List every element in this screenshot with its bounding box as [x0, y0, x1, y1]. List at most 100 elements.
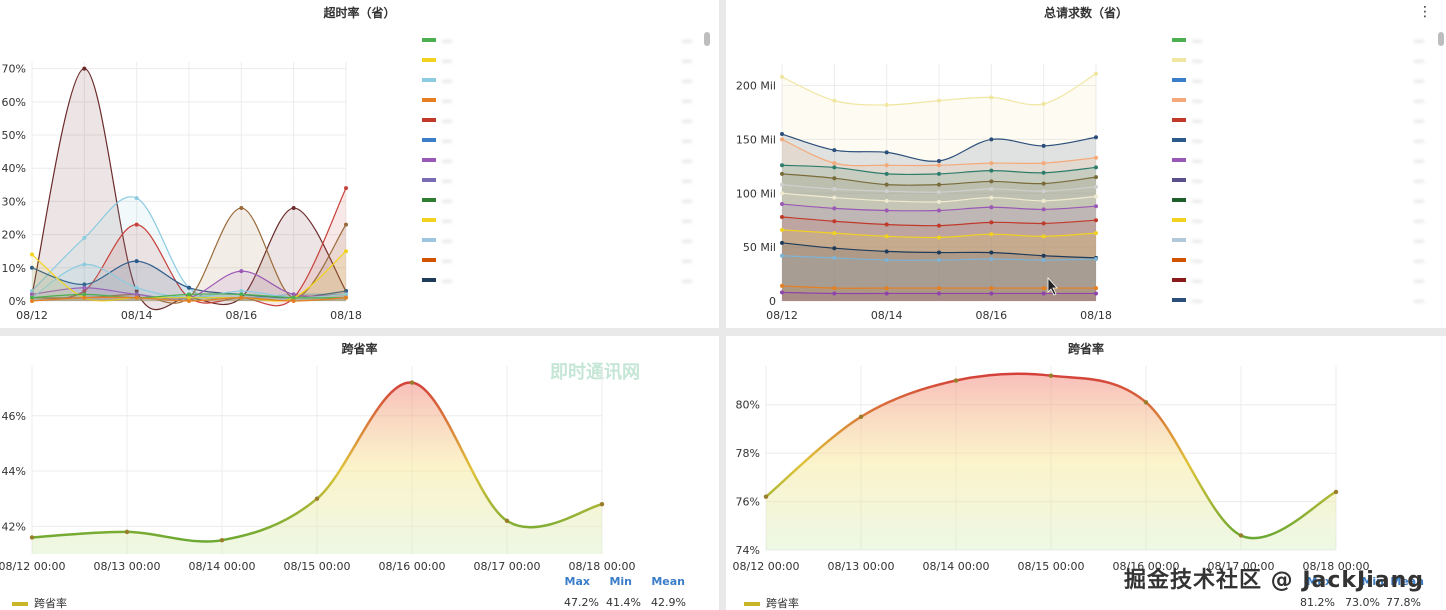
data-point	[937, 163, 941, 168]
data-point	[30, 252, 34, 257]
series-area	[32, 271, 346, 301]
legend-item[interactable]: ……	[420, 272, 692, 292]
x-tick-label: 08/12	[16, 309, 48, 322]
legend-item[interactable]: ……	[420, 172, 692, 192]
legend-value: …	[1414, 194, 1424, 205]
y-tick-label: 50%	[2, 129, 26, 142]
legend-value: …	[1414, 174, 1424, 185]
series-area	[766, 373, 1336, 550]
legend-item[interactable]: ……	[1170, 272, 1424, 292]
y-tick-label: 20%	[2, 229, 26, 242]
timeout-rate-legend[interactable]: ……………………………………………………………………	[420, 32, 692, 304]
y-tick-label: 60%	[2, 96, 26, 109]
y-tick-label: 30%	[2, 195, 26, 208]
legend-label: …	[1192, 294, 1202, 305]
data-point	[937, 286, 941, 291]
series-area	[32, 382, 602, 554]
legend-item[interactable]: ……	[420, 152, 692, 172]
cross-province-rate-chart-1[interactable]: 42% 44% 46% 08/12 00:00 08/13 00:00 08/14 00:…	[0, 336, 719, 610]
legend-item[interactable]: ……	[420, 132, 692, 152]
x-tick-label: 08/16 00:00	[379, 560, 446, 573]
legend-item[interactable]: ……	[420, 252, 692, 272]
timeout-rate-chart[interactable]: 0% 10% 20% 30% 40% 50% 60% 70% 08/12 08/14 08/16 08…	[0, 0, 719, 328]
data-point	[937, 199, 941, 204]
legend-scrollbar[interactable]	[704, 32, 710, 46]
series-swatch	[12, 602, 28, 606]
data-point	[1094, 175, 1098, 180]
data-point	[937, 182, 941, 187]
data-point	[239, 289, 244, 294]
legend-item[interactable]: ……	[1170, 172, 1424, 192]
x-tick-label: 08/14	[871, 309, 903, 322]
data-point	[780, 137, 784, 142]
legend-label: …	[442, 274, 452, 285]
legend-item[interactable]: ……	[1170, 232, 1424, 252]
data-point	[832, 161, 837, 166]
legend-item[interactable]: ……	[420, 92, 692, 112]
legend-item[interactable]: ……	[1170, 192, 1424, 212]
mouse-cursor-icon	[1047, 276, 1058, 296]
data-point	[30, 295, 34, 300]
data-point	[937, 258, 941, 263]
legend-value: …	[682, 274, 692, 285]
legend-item[interactable]: ……	[1170, 112, 1424, 132]
more-menu-icon[interactable]: ⋮	[1418, 4, 1432, 20]
legend-label: …	[442, 54, 452, 65]
series-legend[interactable]: 跨省率	[12, 595, 67, 610]
data-point	[344, 186, 348, 191]
data-point	[1143, 400, 1149, 405]
series-area	[32, 297, 346, 301]
y-tick-label: 100 Mil	[736, 187, 776, 200]
data-point	[832, 98, 837, 103]
data-point	[239, 269, 244, 274]
data-point	[344, 249, 348, 254]
data-point	[1094, 204, 1098, 209]
data-point	[884, 291, 889, 296]
series-legend[interactable]: 跨省率	[744, 595, 799, 610]
legend-swatch	[1172, 238, 1186, 242]
legend-scrollbar[interactable]	[1438, 32, 1444, 46]
data-point	[134, 289, 139, 294]
legend-item[interactable]: ……	[1170, 32, 1424, 52]
x-tick-label: 08/17 00:00	[1208, 560, 1275, 573]
data-point	[832, 291, 837, 296]
data-point	[832, 148, 837, 153]
legend-item[interactable]: ……	[1170, 252, 1424, 272]
legend-item[interactable]: ……	[1170, 292, 1424, 312]
legend-item[interactable]: ……	[420, 52, 692, 72]
y-tick-label: 42%	[2, 520, 26, 533]
legend-item[interactable]: ……	[1170, 212, 1424, 232]
series-area	[782, 73, 1096, 301]
total-requests-chart[interactable]: 0 50 Mil 100 Mil 150 Mil 200 Mil 08/12 08/14 08…	[726, 0, 1446, 328]
legend-item[interactable]: ……	[1170, 132, 1424, 152]
data-point	[1094, 286, 1098, 291]
legend-value: …	[682, 34, 692, 45]
legend-swatch	[422, 198, 436, 202]
legend-item[interactable]: ……	[1170, 92, 1424, 112]
cross-province-rate-chart-2[interactable]: 74% 76% 78% 80% 08/12 00:00 08/13 00:00 08/14 …	[726, 336, 1446, 610]
legend-value: …	[682, 214, 692, 225]
legend-item[interactable]: ……	[420, 112, 692, 132]
legend-item[interactable]: ……	[420, 192, 692, 212]
legend-swatch	[1172, 258, 1186, 262]
data-point	[1094, 256, 1098, 261]
legend-item[interactable]: ……	[1170, 72, 1424, 92]
data-point	[989, 95, 994, 100]
x-tick-label: 08/14 00:00	[923, 560, 990, 573]
y-tick-label: 70%	[2, 63, 26, 76]
y-tick-label: 200 Mil	[736, 80, 776, 93]
data-point	[1094, 165, 1098, 170]
data-point	[989, 137, 994, 142]
legend-item[interactable]: ……	[420, 212, 692, 232]
legend-item[interactable]: ……	[420, 32, 692, 52]
data-point	[780, 214, 784, 219]
data-point	[187, 292, 191, 297]
legend-item[interactable]: ……	[1170, 52, 1424, 72]
legend-item[interactable]: ……	[420, 232, 692, 252]
legend-item[interactable]: ……	[420, 72, 692, 92]
legend-item[interactable]: ……	[1170, 152, 1424, 172]
total-requests-legend[interactable]: …………………………………………………………………………	[1170, 32, 1424, 305]
data-point	[1094, 194, 1098, 199]
data-point	[884, 222, 889, 227]
series-area	[782, 229, 1096, 301]
